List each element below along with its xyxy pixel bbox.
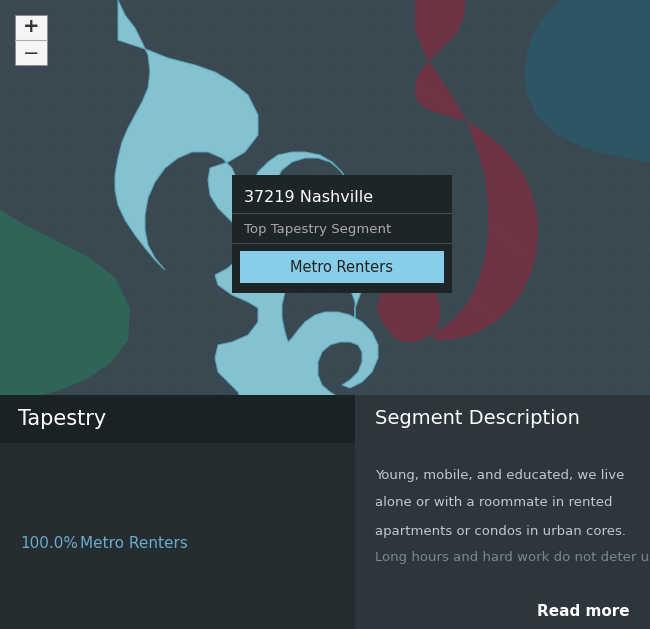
Text: apartments or condos in urban cores.: apartments or condos in urban cores. — [375, 525, 626, 538]
Polygon shape — [0, 75, 130, 400]
Bar — [355, 395, 650, 629]
FancyBboxPatch shape — [15, 15, 47, 65]
Text: 37219 Nashville: 37219 Nashville — [244, 189, 373, 204]
Text: Tapestry: Tapestry — [18, 409, 106, 429]
Text: Long hours and hard work do not deter us.: Long hours and hard work do not deter us… — [375, 550, 650, 564]
Text: Metro Renters: Metro Renters — [80, 535, 188, 550]
Polygon shape — [525, 0, 650, 162]
Polygon shape — [378, 0, 538, 342]
Text: Metro Renters: Metro Renters — [291, 260, 393, 274]
Text: Read more: Read more — [538, 603, 630, 618]
Bar — [232, 175, 452, 293]
Text: Segment Description: Segment Description — [375, 409, 580, 428]
Text: Top Tapestry Segment: Top Tapestry Segment — [244, 223, 391, 237]
Text: +: + — [23, 16, 39, 35]
Text: alone or with a roommate in rented: alone or with a roommate in rented — [375, 496, 612, 509]
Polygon shape — [115, 0, 378, 629]
Text: 100.0%: 100.0% — [20, 535, 78, 550]
Bar — [240, 251, 444, 283]
Bar — [0, 395, 355, 443]
Text: Young, mobile, and educated, we live: Young, mobile, and educated, we live — [375, 469, 625, 482]
Text: −: − — [23, 45, 39, 64]
Bar — [0, 395, 355, 629]
